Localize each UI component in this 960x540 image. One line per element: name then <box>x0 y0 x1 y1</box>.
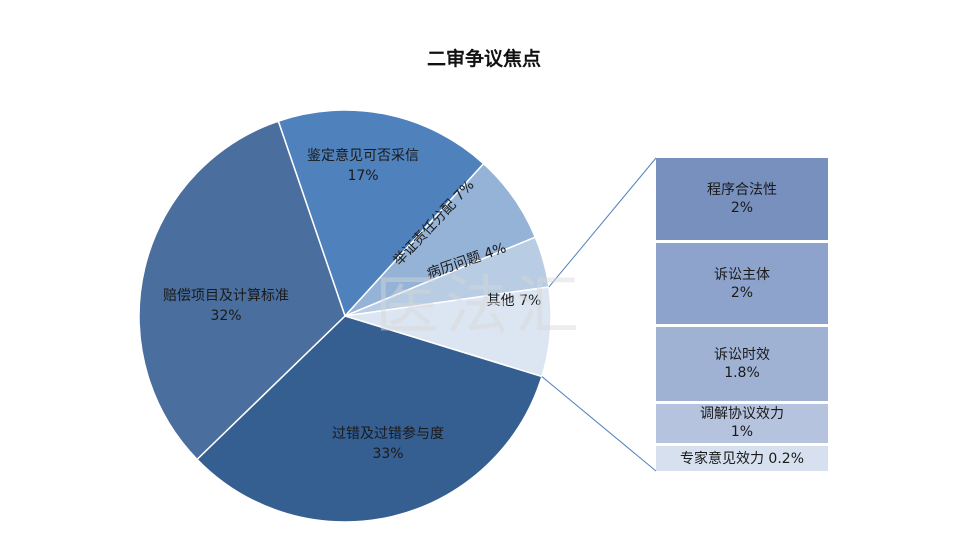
pie-slice-label: 赔偿项目及计算标准 32% <box>163 288 289 324</box>
connector-lines <box>541 157 657 472</box>
pie-slices <box>138 109 552 523</box>
bar-segment-value: 2% <box>730 199 754 216</box>
chart-title: 二审争议焦点 <box>426 48 541 70</box>
pie-slice-label: 其他 7% <box>487 293 542 309</box>
pie-slice-label: 鉴定意见可否采信 17% <box>307 147 419 184</box>
bar-segment: 诉讼主体 2% <box>656 242 828 325</box>
bar-segment: 程序合法性 2% <box>656 158 828 240</box>
bar-segment-value: 2% <box>730 284 754 301</box>
pie-slice-label: 过错及过错参与度 33% <box>332 425 444 462</box>
bar-segment-label: 调解协议效力 <box>700 406 784 423</box>
bar-segment: 调解协议效力 1% <box>656 403 828 443</box>
bar-segment-value: 1.8% <box>724 365 760 382</box>
pie-slice <box>138 120 346 461</box>
pie-slice <box>277 109 485 318</box>
connector-line <box>548 157 657 288</box>
bar-segment-label: 程序合法性 <box>707 181 777 198</box>
bar-segment-label: 诉讼主体 <box>714 266 770 283</box>
bar-segment: 诉讼时效 1.8% <box>656 327 828 401</box>
bar-segment-label: 诉讼时效 <box>714 347 770 364</box>
watermark-text: 医法汇 <box>375 270 585 344</box>
bar-segment-label: 专家意见效力 0.2% <box>679 450 805 467</box>
connector-line <box>541 376 657 472</box>
bar-segment-value: 1% <box>730 424 754 441</box>
bar-segment: 专家意见效力 0.2% <box>656 446 828 471</box>
pie-slice <box>196 315 543 523</box>
